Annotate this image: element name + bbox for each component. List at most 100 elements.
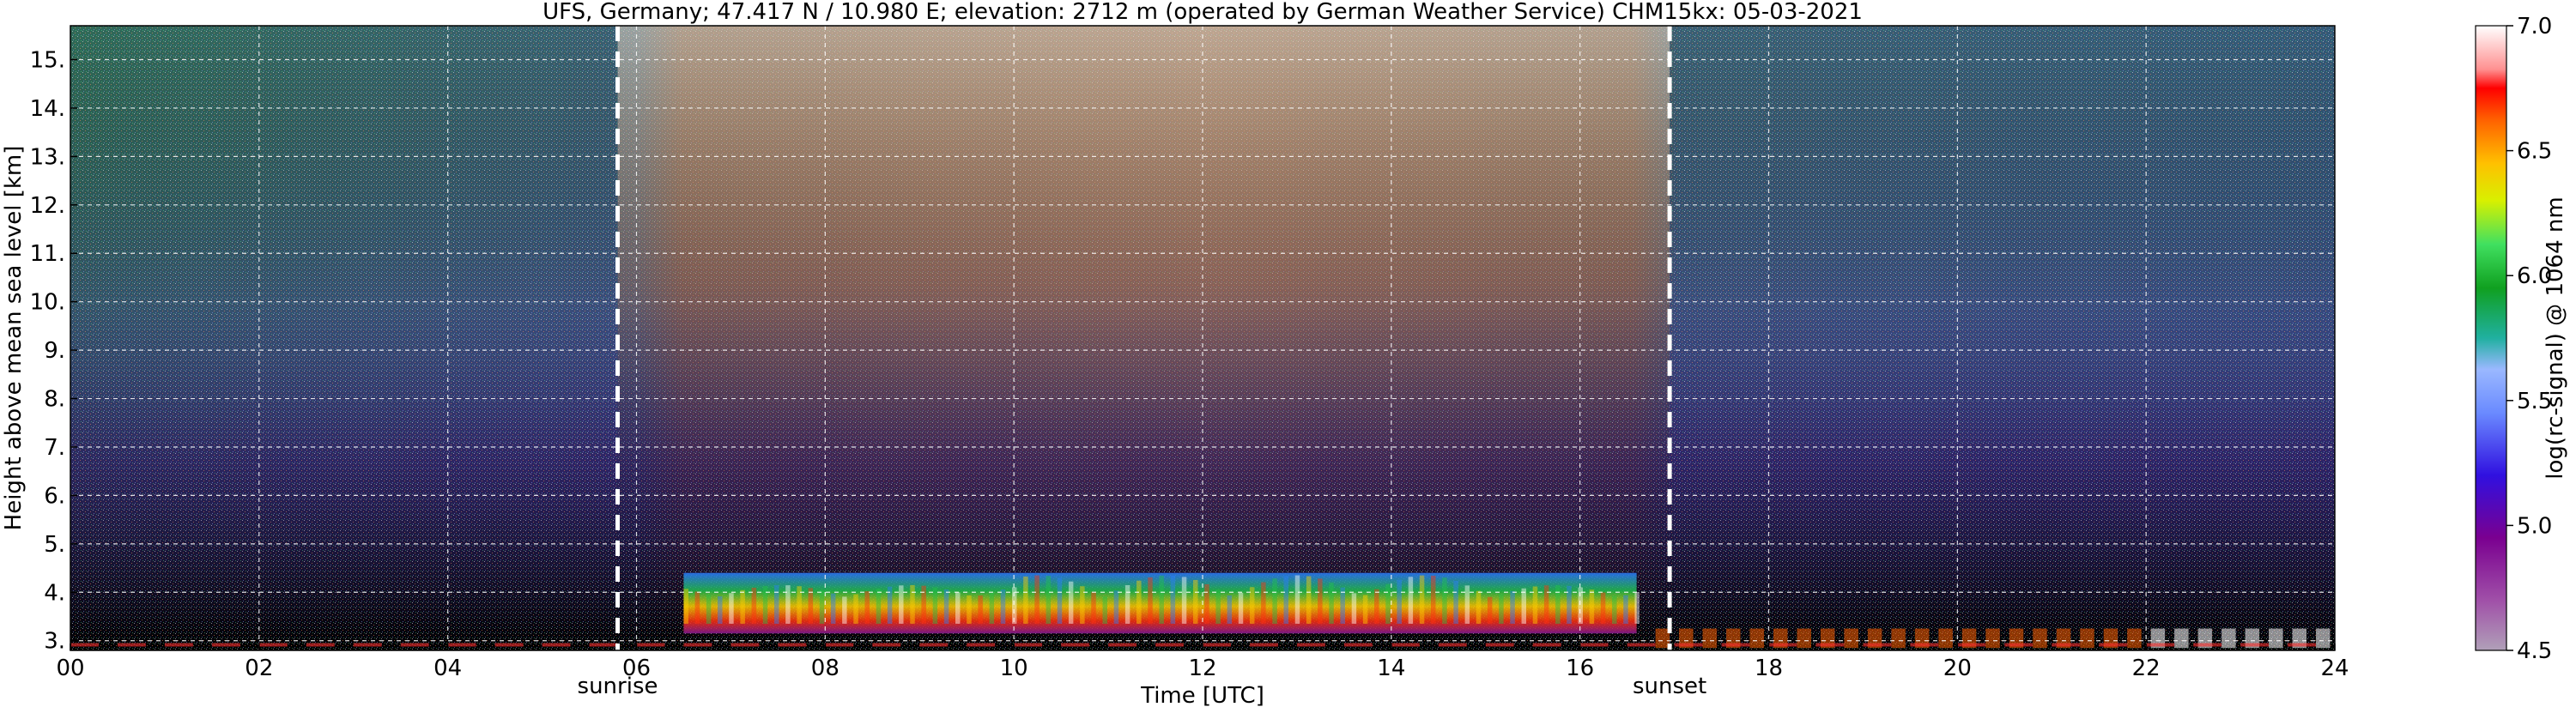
aerosol-cell: [1057, 577, 1063, 624]
low-return: [1938, 628, 1953, 649]
aerosol-cell: [1318, 578, 1323, 624]
ground-return: [1768, 643, 1797, 647]
aerosol-cell: [1148, 577, 1153, 624]
aerosol-cell: [1532, 586, 1538, 624]
aerosol-cell: [785, 585, 791, 624]
ground-return: [1957, 643, 1986, 647]
aerosol-cell: [1612, 595, 1617, 624]
ground-return: [1014, 643, 1043, 647]
ground-return: [589, 643, 618, 647]
ground-return: [117, 643, 146, 647]
x-tick-label: 16: [1566, 656, 1594, 681]
aerosol-cell: [1011, 587, 1017, 624]
ground-return: [306, 643, 335, 647]
y-tick-label: 10.: [30, 290, 65, 316]
low-return: [2033, 628, 2047, 649]
ground-return: [400, 643, 429, 647]
aerosol-cell: [1272, 578, 1277, 624]
aerosol-cell: [1306, 576, 1312, 624]
aerosol-cell: [1238, 592, 1244, 624]
y-tick-label: 14.: [30, 96, 65, 122]
ground-return: [2146, 643, 2175, 647]
ground-return: [730, 643, 760, 647]
aerosol-cell: [921, 585, 926, 624]
ground-return: [1579, 643, 1609, 647]
aerosol-cell: [1362, 595, 1368, 624]
sun-annotations: sunrise sunset: [578, 674, 1707, 699]
y-tick-label: 12.: [30, 193, 65, 219]
ground-return: [164, 643, 193, 647]
aerosol-cell: [1204, 583, 1209, 624]
low-return: [1702, 628, 1718, 649]
aerosol-cell: [978, 595, 983, 624]
aerosol-cell: [1091, 591, 1096, 624]
aerosol-cell: [1159, 575, 1164, 624]
aerosol-cell: [1464, 585, 1470, 624]
ground-return: [1155, 643, 1185, 647]
daytime-glow: [617, 26, 1670, 544]
y-tick-label: 9.: [44, 338, 65, 364]
aerosol-cell: [1261, 582, 1266, 624]
aerosol-cell: [1329, 582, 1334, 624]
aerosol-cell: [1113, 590, 1119, 624]
aerosol-cell: [932, 587, 938, 624]
aerosol-cell: [1136, 580, 1142, 624]
ground-return: [1532, 643, 1561, 647]
ground-return: [1721, 643, 1750, 647]
ground-return: [1485, 643, 1514, 647]
colorbar-tick-label: 6.0: [2517, 263, 2552, 289]
ground-return: [2193, 643, 2222, 647]
colorbar-label: log(rc-signal) @ 1064 nm: [2543, 196, 2568, 479]
sun-annotation: sunset: [1633, 674, 1706, 699]
ground-return: [494, 643, 524, 647]
aerosol-cell: [1034, 575, 1039, 624]
ground-return: [2288, 643, 2317, 647]
low-return: [1749, 628, 1765, 649]
colorbar-tick-label: 5.0: [2517, 513, 2552, 539]
ground-return: [70, 643, 99, 647]
aerosol-cell: [853, 594, 858, 624]
x-tick-label: 08: [811, 656, 839, 681]
aerosol-cell: [1543, 585, 1549, 624]
aerosol-cell: [1170, 575, 1176, 624]
aerosol-cell: [943, 589, 949, 624]
ground-return: [2099, 643, 2128, 647]
chart-title: UFS, Germany; 47.417 N / 10.980 E; eleva…: [542, 0, 1863, 25]
colorbar-tick-label: 5.5: [2517, 389, 2552, 414]
x-tick-label: 24: [2320, 656, 2349, 681]
ground-return: [683, 643, 712, 647]
y-axis-ticks: 3. 4. 5. 6. 7. 8. 9. 10. 11. 12. 13. 14. 15.: [30, 48, 77, 655]
aerosol-cell: [729, 593, 734, 624]
low-return: [1655, 628, 1670, 649]
ground-return: [1108, 643, 1137, 647]
x-tick-label: 04: [433, 656, 462, 681]
low-return: [2316, 628, 2331, 649]
low-return: [1844, 628, 1858, 649]
aerosol-cell: [740, 589, 745, 624]
sun-lines: [615, 26, 1672, 650]
aerosol-cell: [1068, 581, 1074, 624]
low-return: [1985, 628, 2000, 649]
ground-return: [1815, 643, 1845, 647]
y-tick-label: 4.: [44, 580, 65, 606]
ground-return: [1627, 643, 1656, 647]
x-tick-label: 06: [622, 656, 651, 681]
low-return: [2127, 628, 2142, 649]
ground-return: [872, 643, 901, 647]
y-tick-label: 5.: [44, 532, 65, 558]
aerosol-cell: [1408, 577, 1414, 624]
aerosol-cell: [1294, 575, 1300, 624]
aerosol-cell: [808, 588, 814, 624]
y-tick-label: 13.: [30, 144, 65, 170]
aerosol-cell: [989, 592, 995, 624]
ground-return: [353, 643, 382, 647]
aerosol-cell: [864, 591, 870, 624]
aerosol-cell: [773, 585, 779, 624]
y-tick-label: 8.: [44, 387, 65, 413]
aerosol-cell: [1419, 575, 1425, 624]
aerosol-cell: [1600, 592, 1606, 624]
aerosol-cell: [1487, 596, 1493, 624]
aerosol-cell: [683, 589, 688, 624]
aerosol-cell: [1567, 585, 1572, 624]
ground-return: [825, 643, 854, 647]
